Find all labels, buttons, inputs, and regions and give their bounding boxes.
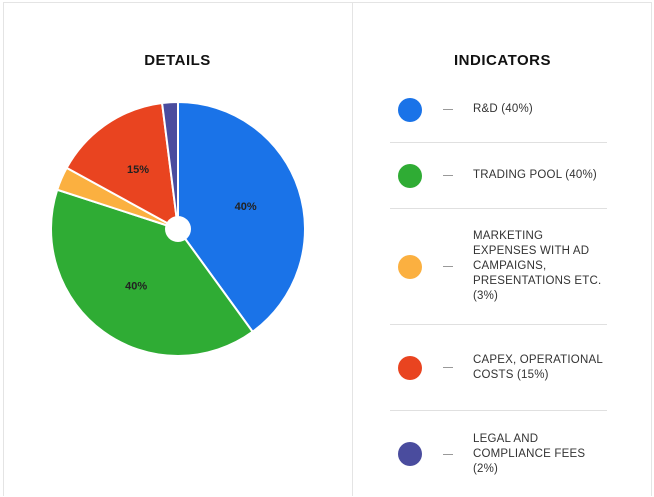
- pie-slice-3: [65, 101, 180, 231]
- legend-dash: [443, 266, 453, 267]
- legend-item-trading-pool: TRADING POOL (40%): [390, 143, 607, 209]
- legend-dash: [443, 109, 453, 110]
- pie-slice-label-3: 15%: [127, 164, 149, 176]
- legend-swatch-capex: [398, 355, 422, 380]
- details-title: DETAILS: [144, 52, 211, 69]
- pie-slice-0: [177, 100, 306, 334]
- legend-label-rnd: R&D (40%): [473, 103, 533, 115]
- pie-slice-label-0: 40%: [235, 201, 257, 213]
- pie-center-hole: [165, 216, 191, 242]
- legend-item-marketing: MARKETING EXPENSES WITH AD CAMPAIGNS, PR…: [390, 209, 607, 325]
- indicators-title: INDICATORS: [454, 52, 551, 69]
- legend: R&D (40%) TRADING POOL (40%) MARKETING E…: [390, 77, 607, 497]
- pie-slice-label-1: 40%: [125, 280, 147, 292]
- legend-swatch-marketing: [398, 254, 422, 279]
- legend-dash: [443, 453, 453, 455]
- pie-slice-1: [50, 188, 255, 357]
- legend-label-marketing: MARKETING EXPENSES WITH AD CAMPAIGNS, PR…: [473, 230, 602, 302]
- pie-slice-4: [160, 100, 179, 230]
- legend-swatch-trading-pool: [398, 163, 422, 188]
- legend-item-rnd: R&D (40%): [390, 77, 607, 143]
- legend-dash: [443, 175, 453, 176]
- chart-frame: [3, 2, 652, 496]
- legend-swatch-legal: [398, 442, 422, 466]
- legend-label-legal: LEGAL AND COMPLIANCE FEES (2%): [473, 432, 586, 475]
- legend-item-legal: LEGAL AND COMPLIANCE FEES (2%): [390, 411, 607, 497]
- panel-divider: [352, 2, 353, 496]
- legend-label-trading-pool: TRADING POOL (40%): [473, 169, 597, 181]
- legend-label-capex: CAPEX, OPERATIONAL COSTS (15%): [473, 353, 603, 381]
- pie-chart: 40% 40% 15%: [50, 100, 306, 357]
- legend-swatch-rnd: [398, 97, 422, 122]
- legend-dash: [443, 367, 453, 368]
- legend-item-capex: CAPEX, OPERATIONAL COSTS (15%): [390, 325, 607, 411]
